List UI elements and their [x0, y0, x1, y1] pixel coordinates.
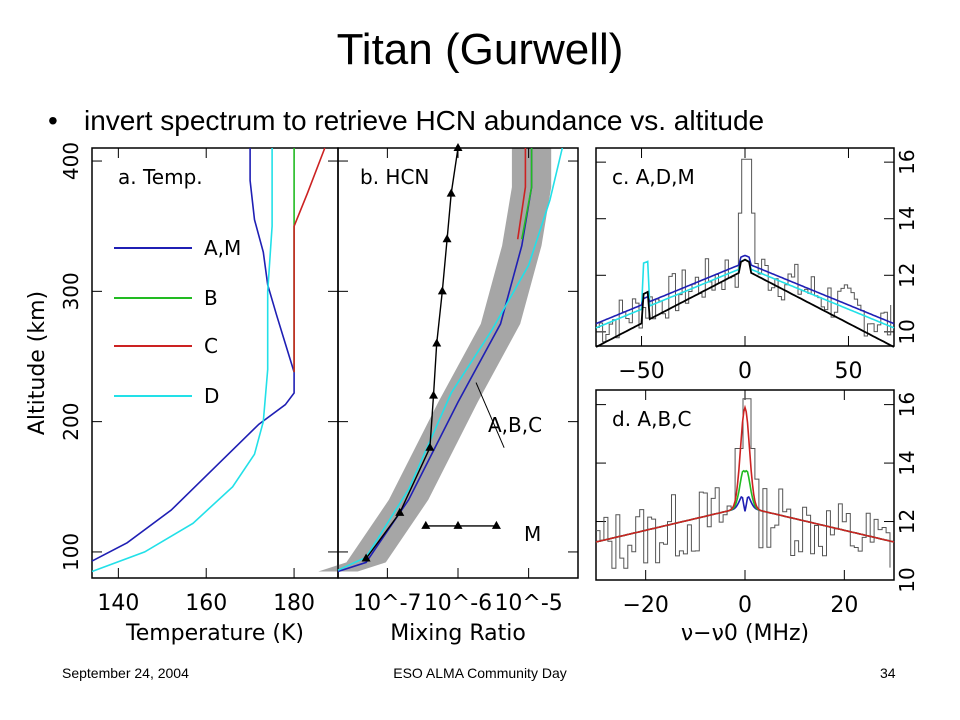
marker-triangle: [425, 442, 435, 451]
panel-c-line-a: [595, 254, 895, 325]
panel-d-observed-spectrum: [596, 398, 891, 569]
panel-d-y-tick-label: 10: [895, 567, 919, 592]
panel-d-x-tick-label: 20: [830, 593, 858, 618]
annotation-m: M: [524, 522, 541, 546]
panel-b-line-a-m: [337, 148, 533, 573]
panel-c-x-tick-label: 50: [834, 359, 862, 384]
marker-triangle: [442, 234, 452, 243]
panel-a-x-tick-label: 180: [273, 591, 315, 616]
uncertainty-envelope: [318, 148, 552, 572]
panel-b-label: b. HCN: [360, 165, 429, 189]
y-axis-label: Altitude (km): [25, 291, 50, 435]
panel-d-x-axis-label: ν−ν0 (MHz): [681, 621, 809, 646]
marker-triangle: [437, 286, 447, 295]
slide-title: Titan (Gurwell): [336, 25, 624, 74]
panel-a-label: a. Temp.: [118, 165, 203, 189]
panel-d-line-c: [595, 404, 895, 543]
panel-b-x-axis-label: Mixing Ratio: [390, 621, 526, 646]
marker-triangle: [453, 520, 463, 529]
panel-d-label: d. A,B,C: [612, 407, 692, 431]
panel-c-line-d: [595, 258, 895, 329]
panel-b-x-tick-label: 10^-7: [353, 591, 421, 616]
marker-triangle: [395, 507, 405, 516]
panel-c-x-tick-label: 0: [738, 359, 752, 384]
marker-triangle: [361, 553, 371, 562]
panel-a-x-tick-label: 140: [97, 591, 139, 616]
panel-c-observed-spectrum: [596, 158, 892, 343]
panel-a-line-a-m: [91, 148, 295, 562]
panel-d-x-tick-label: 0: [738, 593, 752, 618]
panel-a-frame: [91, 147, 339, 579]
marker-triangle: [421, 520, 431, 529]
legend-label: C: [204, 334, 218, 358]
panel-d-y-tick-label: 14: [895, 450, 919, 475]
panel-a-line-d: [91, 148, 273, 573]
panel-a-x-tick-label: 160: [185, 591, 227, 616]
panel-b-line-b: [521, 148, 533, 240]
legend-label: D: [204, 384, 219, 408]
panel-c-line-m: [595, 258, 895, 348]
footer-page-number: 34: [880, 665, 896, 681]
panel-a-x-axis-label: Temperature (K): [125, 621, 304, 646]
panel-d-y-tick-label: 16: [895, 392, 919, 417]
bullet-item: • invert spectrum to retrieve HCN abundan…: [48, 103, 764, 139]
bullet-text: invert spectrum to retrieve HCN abundanc…: [84, 105, 765, 136]
annotation-pointer: [475, 382, 505, 448]
legend-label: B: [204, 286, 218, 310]
y-tick-label: 300: [59, 272, 83, 310]
footer-event: ESO ALMA Community Day: [393, 665, 567, 681]
annotation-abc: A,B,C: [488, 413, 542, 437]
panel-b-x-tick-label: 10^-5: [494, 591, 562, 616]
panel-d-line-a: [595, 495, 895, 543]
panel-a-line-c: [293, 147, 326, 373]
panel-c-y-tick-label: 14: [895, 206, 919, 231]
footer-date: September 24, 2004: [62, 665, 189, 681]
y-tick-label: 200: [59, 403, 83, 441]
panel-c-label: c. A,D,M: [612, 165, 695, 189]
marker-triangle: [446, 188, 456, 197]
panel-d-y-tick-label: 12: [895, 509, 919, 534]
marker-triangle: [491, 520, 501, 529]
marker-triangle: [453, 143, 463, 151]
panel-b-line-d: [337, 147, 564, 571]
panel-b-line-c: [516, 148, 527, 240]
panel-c-y-tick-label: 12: [895, 263, 919, 288]
panel-c-x-tick-label: −50: [618, 359, 664, 384]
legend-label: A,M: [204, 236, 241, 260]
bullet-dot-icon: •: [48, 105, 58, 136]
marker-triangle: [432, 338, 442, 347]
panel-c-y-tick-label: 10: [895, 319, 919, 344]
marker-triangle: [429, 390, 439, 399]
y-tick-label: 400: [59, 142, 83, 180]
panel-d-x-tick-label: −20: [622, 593, 668, 618]
panel-c-y-tick-label: 16: [895, 149, 919, 174]
y-tick-label: 100: [59, 533, 83, 571]
panel-b-x-tick-label: 10^-6: [424, 591, 492, 616]
